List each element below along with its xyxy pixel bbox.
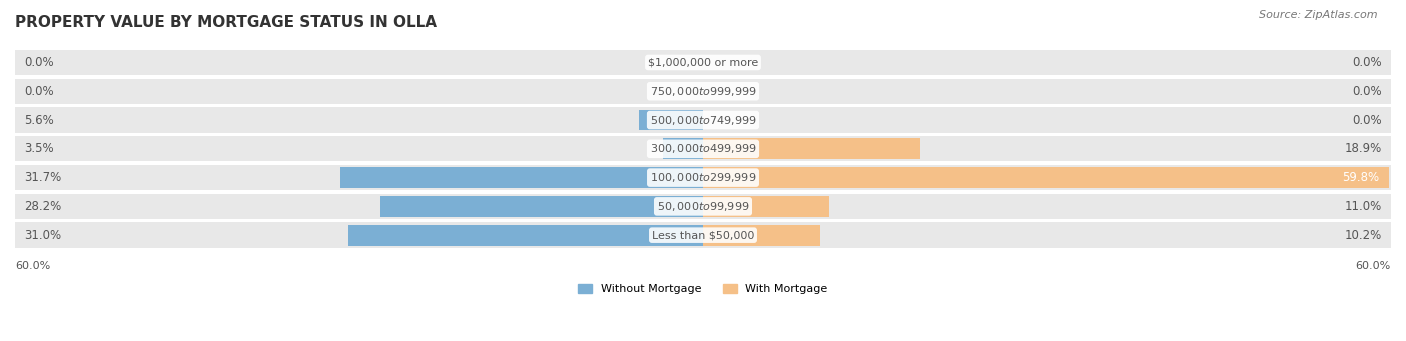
Bar — [662, 138, 703, 159]
Text: 28.2%: 28.2% — [24, 200, 62, 213]
Text: 0.0%: 0.0% — [1353, 56, 1382, 69]
Bar — [15, 194, 1391, 219]
Text: 0.0%: 0.0% — [24, 56, 53, 69]
Text: 0.0%: 0.0% — [1353, 85, 1382, 98]
Bar — [380, 196, 703, 217]
Text: $300,000 to $499,999: $300,000 to $499,999 — [650, 142, 756, 155]
Text: $1,000,000 or more: $1,000,000 or more — [648, 58, 758, 68]
Bar — [15, 78, 1391, 104]
Text: Less than $50,000: Less than $50,000 — [652, 230, 754, 240]
Text: 10.2%: 10.2% — [1344, 229, 1382, 242]
Text: Source: ZipAtlas.com: Source: ZipAtlas.com — [1260, 10, 1378, 20]
Text: 18.9%: 18.9% — [1344, 142, 1382, 155]
Bar — [703, 138, 920, 159]
Text: 0.0%: 0.0% — [1353, 114, 1382, 127]
Text: $500,000 to $749,999: $500,000 to $749,999 — [650, 114, 756, 127]
Bar — [703, 225, 820, 246]
Bar — [339, 167, 703, 188]
Text: $100,000 to $299,999: $100,000 to $299,999 — [650, 171, 756, 184]
Text: 60.0%: 60.0% — [1355, 261, 1391, 271]
Bar — [15, 50, 1391, 75]
Text: 31.0%: 31.0% — [24, 229, 62, 242]
Legend: Without Mortgage, With Mortgage: Without Mortgage, With Mortgage — [574, 279, 832, 299]
Text: 0.0%: 0.0% — [24, 85, 53, 98]
Bar — [15, 222, 1391, 248]
Text: 59.8%: 59.8% — [1343, 171, 1379, 184]
Bar — [15, 107, 1391, 133]
Text: 60.0%: 60.0% — [15, 261, 51, 271]
Bar — [703, 167, 1389, 188]
Text: 31.7%: 31.7% — [24, 171, 62, 184]
Bar — [703, 196, 830, 217]
Bar — [638, 110, 703, 130]
Text: 5.6%: 5.6% — [24, 114, 53, 127]
Text: $50,000 to $99,999: $50,000 to $99,999 — [657, 200, 749, 213]
Bar — [15, 136, 1391, 162]
Bar — [15, 165, 1391, 190]
Bar — [347, 225, 703, 246]
Text: 3.5%: 3.5% — [24, 142, 53, 155]
Text: $750,000 to $999,999: $750,000 to $999,999 — [650, 85, 756, 98]
Text: 11.0%: 11.0% — [1344, 200, 1382, 213]
Text: PROPERTY VALUE BY MORTGAGE STATUS IN OLLA: PROPERTY VALUE BY MORTGAGE STATUS IN OLL… — [15, 15, 437, 30]
